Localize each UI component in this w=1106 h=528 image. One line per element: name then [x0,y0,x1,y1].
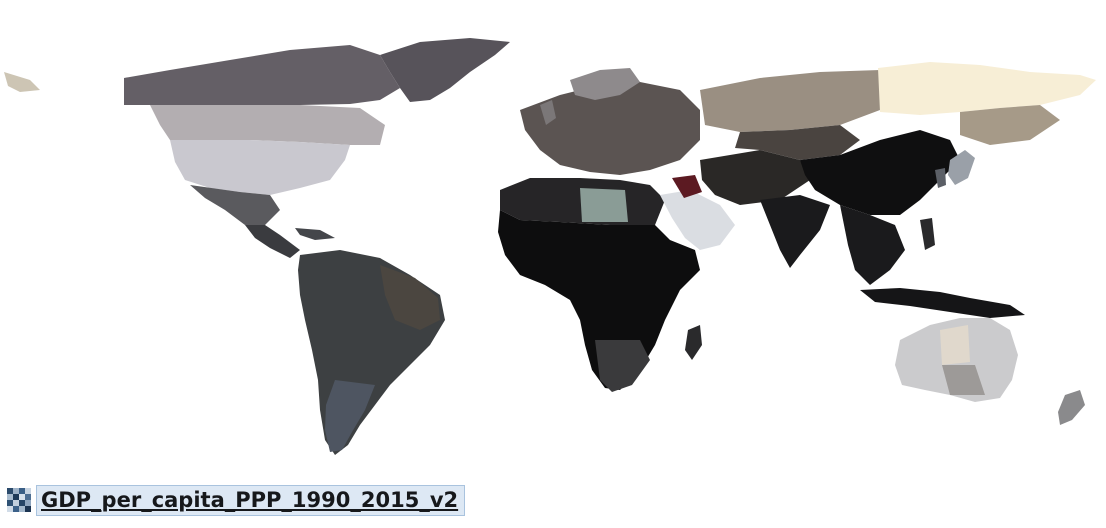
region-india [760,195,830,268]
region-korea [935,168,946,188]
region-central-asia [735,125,860,160]
layer-name[interactable]: GDP_per_capita_PPP_1990_2015_v2 [36,484,466,516]
region-greenland [380,38,510,102]
raster-layer-icon [4,486,34,514]
region-middle-east [700,150,810,205]
region-caribbean [295,228,335,240]
region-iraq [672,175,702,198]
region-russia-east [878,62,1096,115]
region-alaska [4,72,40,92]
region-brazil-east [380,265,440,330]
region-south-america-south [325,380,375,452]
region-madagascar [685,325,702,360]
region-russia-west [700,70,880,132]
region-russia-far-east [960,105,1060,145]
region-philippines [920,218,935,250]
layer-entry[interactable]: GDP_per_capita_PPP_1990_2015_v2 [4,484,466,516]
region-europe [520,82,700,175]
region-japan [948,150,975,185]
region-australia-south [942,365,985,395]
region-indonesia [860,288,1025,318]
region-sub-saharan-africa [498,210,700,390]
region-southeast-asia [840,205,905,285]
region-china [800,130,960,215]
region-uk [540,100,556,125]
region-mexico [190,185,280,225]
region-central-america [245,225,300,258]
region-south-america [298,250,445,455]
region-libya [580,188,628,222]
region-scandinavia [570,68,640,100]
world-map [4,38,1096,455]
region-arabian-peninsula [660,190,735,250]
region-usa [170,140,350,195]
region-australia-central [940,325,970,365]
region-canada-north [124,45,400,105]
region-southern-africa [595,340,650,392]
region-canada-south [150,105,385,145]
region-new-zealand [1058,390,1085,425]
